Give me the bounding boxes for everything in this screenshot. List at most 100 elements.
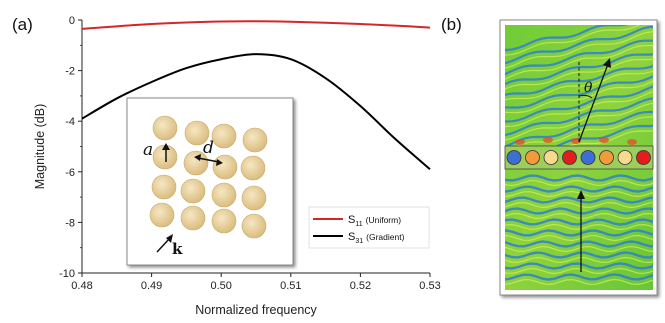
- strip-particle: [617, 150, 633, 165]
- y-tick-label: -8: [65, 217, 75, 229]
- strip-particle: [525, 150, 540, 165]
- sphere: [149, 202, 175, 228]
- sphere: [180, 205, 206, 231]
- x-tick-labels: 0.48 0.49 0.50 0.51 0.52 0.53: [71, 280, 440, 292]
- wavefront-lower-highlight: [505, 201, 653, 209]
- wavefront-upper: [505, 53, 653, 86]
- wavefront-upper-highlight: [505, 80, 653, 114]
- wavefront-lower: [505, 174, 653, 182]
- wavefront-upper-highlight: [505, 90, 653, 128]
- wavefront-lower: [505, 196, 653, 204]
- wavefront-lower-highlight: [505, 267, 653, 275]
- angle-arc: [578, 94, 593, 99]
- wavefront-lower: [505, 218, 653, 226]
- wavefront-lower-highlight: [505, 278, 653, 286]
- sphere: [240, 155, 266, 181]
- wavefront-upper-highlight: [505, 58, 653, 90]
- strip-particle: [636, 150, 651, 165]
- sphere: [152, 115, 178, 141]
- sphere: [241, 213, 267, 239]
- field-hotspot: [515, 139, 525, 145]
- sphere: [180, 178, 206, 204]
- legend-note: (Uniform): [366, 215, 402, 225]
- x-axis-label: Normalized frequency: [195, 303, 317, 317]
- y-axis-label: Magnitude (dB): [33, 104, 47, 189]
- legend-box: [308, 206, 430, 249]
- wavefront-lower-highlight: [505, 245, 653, 253]
- field-wavefronts: [505, 25, 653, 286]
- angle-label: θ: [584, 80, 593, 96]
- y-tick-label: -10: [59, 268, 75, 280]
- strip-particle: [543, 150, 559, 165]
- legend-subscript: 11: [355, 221, 362, 228]
- metasurface-strip: [504, 145, 654, 170]
- chart-axes: [78, 19, 431, 277]
- wavefront-upper-highlight: [505, 25, 641, 56]
- radius-arrow-head: [162, 143, 170, 150]
- wavefront-lower-highlight: [505, 223, 653, 231]
- strip-particle: [506, 150, 522, 165]
- series-line-s31: [81, 53, 431, 171]
- wavefront-upper-highlight: [505, 102, 653, 141]
- wavefront-lower: [505, 207, 653, 215]
- wavefront-upper-highlight: [505, 44, 653, 80]
- strip-particle: [562, 150, 577, 165]
- sphere: [211, 208, 237, 234]
- refracted-arrow: [578, 63, 609, 143]
- spacing-arrow-head-right: [216, 159, 223, 166]
- spacing-arrow: [197, 157, 220, 163]
- x-tick-label: 0.53: [419, 280, 440, 292]
- sphere: [212, 154, 238, 180]
- field-hotspot: [627, 139, 637, 145]
- legend-note: (Gradient): [366, 232, 404, 242]
- inset-label-a: a: [143, 140, 153, 160]
- sphere: [183, 150, 209, 176]
- wavefront-upper-highlight: [505, 31, 653, 69]
- x-tick-label: 0.48: [71, 280, 92, 292]
- panel-label-a: (a): [12, 15, 33, 34]
- wavefront-upper: [505, 85, 653, 123]
- wavevector-arrow: [156, 237, 171, 253]
- incident-arrow-head: [577, 190, 585, 199]
- x-tick-label: 0.50: [210, 280, 231, 292]
- series-line-s11: [81, 20, 431, 30]
- wavevector-arrow-head: [166, 234, 173, 243]
- field-map-panel-b: θ: [499, 19, 658, 296]
- y-tick-label: 0: [69, 15, 75, 27]
- wavefront-upper: [505, 39, 653, 76]
- field-hotspot: [599, 137, 609, 143]
- panel-label-b: (b): [441, 15, 462, 34]
- y-tick-labels: 0 -2 -4 -6 -8 -10: [59, 15, 75, 280]
- strip-particle: [580, 150, 596, 165]
- wavefront-lower-highlight: [505, 212, 653, 220]
- wavefront-upper-highlight: [505, 70, 653, 101]
- wavefront-lower-highlight: [505, 234, 653, 242]
- sphere: [242, 127, 268, 153]
- wavefront-upper: [505, 64, 653, 96]
- wavefront-upper: [505, 75, 653, 109]
- wavefront-lower: [505, 262, 653, 270]
- inset-label-k: k: [172, 240, 183, 258]
- wavefront-lower: [505, 229, 653, 237]
- wavefront-lower-highlight: [505, 256, 653, 264]
- spacing-arrow-head-left: [194, 154, 201, 161]
- wavefront-lower: [505, 273, 653, 281]
- wavefront-lower: [505, 185, 653, 193]
- inset-frame: [126, 97, 294, 266]
- legend-subscript: 31: [355, 238, 363, 245]
- sphere: [211, 182, 237, 208]
- y-tick-label: -2: [65, 66, 75, 78]
- x-tick-label: 0.49: [141, 280, 162, 292]
- series-lines: [81, 20, 431, 171]
- wavefront-lower: [505, 251, 653, 259]
- sphere-array: [149, 115, 268, 239]
- sphere: [184, 120, 210, 146]
- sphere: [211, 123, 237, 149]
- chart-panel-a: 0.48 0.49 0.50 0.51 0.52 0.53 0 -2 -4 -6 -8 -10 No…: [33, 15, 441, 317]
- wavefront-lower: [505, 240, 653, 248]
- sphere: [241, 185, 267, 211]
- wavefront-lower-highlight: [505, 190, 653, 198]
- inset-label-d: d: [203, 138, 214, 158]
- refracted-arrow-head: [603, 58, 611, 68]
